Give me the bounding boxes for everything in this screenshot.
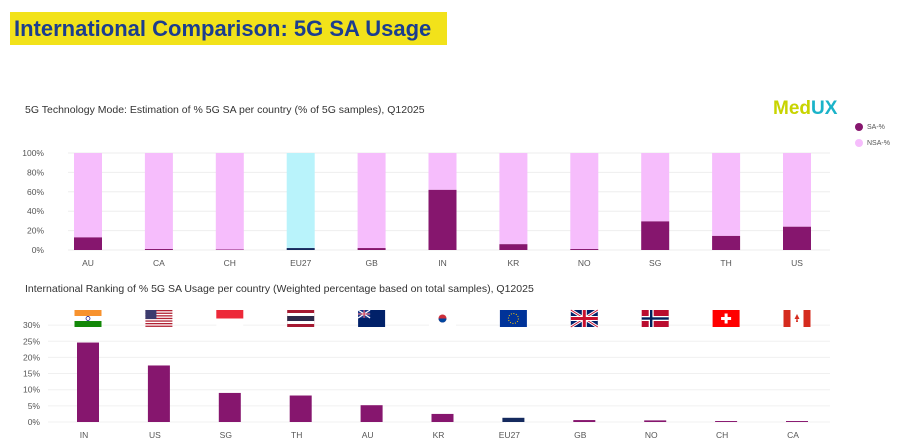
y-tick-label: 0% bbox=[28, 417, 41, 427]
x-tick-label: NO bbox=[578, 258, 591, 268]
y-tick-label: 40% bbox=[27, 206, 44, 216]
x-tick-label: KR bbox=[433, 430, 445, 440]
bar-CH bbox=[715, 421, 738, 422]
bar-sa-US bbox=[783, 226, 811, 250]
legend-swatch bbox=[855, 123, 863, 131]
y-tick-label: 60% bbox=[27, 187, 44, 197]
legend-swatch bbox=[855, 139, 863, 147]
australia-flag bbox=[357, 309, 386, 327]
page-title: International Comparison: 5G SA Usage bbox=[14, 16, 432, 41]
bar-nsa-GB bbox=[357, 153, 386, 249]
x-tick-label: SG bbox=[220, 430, 232, 440]
x-tick-label: CA bbox=[787, 430, 799, 440]
title-banner: International Comparison: 5G SA Usage bbox=[10, 12, 447, 45]
legend-label: SA-% bbox=[867, 123, 885, 131]
bar-sa-NO bbox=[570, 249, 599, 250]
x-tick-label: EU27 bbox=[290, 258, 312, 268]
bar-GB bbox=[573, 420, 596, 422]
y-tick-label: 80% bbox=[27, 167, 44, 177]
canada-flag bbox=[783, 310, 811, 327]
usa-flag bbox=[145, 310, 173, 327]
legend-sa: SA-% bbox=[855, 123, 885, 131]
x-tick-label: IN bbox=[80, 430, 89, 440]
bar-EU27 bbox=[502, 417, 525, 422]
bar-nsa-IN bbox=[428, 153, 457, 190]
x-tick-label: TH bbox=[291, 430, 302, 440]
eu-flag bbox=[499, 310, 527, 327]
bar-nsa-US bbox=[783, 153, 811, 227]
y-tick-label: 0% bbox=[32, 245, 45, 255]
bar-NO bbox=[644, 420, 667, 422]
chart1-title: 5G Technology Mode: Estimation of % 5G S… bbox=[25, 104, 425, 116]
x-tick-label: CH bbox=[224, 258, 236, 268]
bar-sa-EU27 bbox=[286, 248, 315, 250]
x-tick-label: US bbox=[149, 430, 161, 440]
bar-nsa-EU27 bbox=[286, 153, 315, 249]
x-tick-label: TH bbox=[720, 258, 731, 268]
switzerland-flag bbox=[712, 310, 740, 327]
uk-flag bbox=[570, 308, 599, 329]
y-tick-label: 100% bbox=[22, 148, 44, 158]
bar-SG bbox=[218, 392, 241, 422]
x-tick-label: KR bbox=[507, 258, 519, 268]
bar-nsa-NO bbox=[570, 153, 599, 250]
bar-sa-GB bbox=[357, 248, 386, 250]
x-tick-label: GB bbox=[574, 430, 587, 440]
bar-sa-CA bbox=[144, 249, 173, 250]
y-tick-label: 10% bbox=[23, 385, 40, 395]
thailand-flag bbox=[287, 310, 315, 327]
bar-nsa-SG bbox=[641, 153, 670, 222]
x-tick-label: EU27 bbox=[499, 430, 521, 440]
norway-flag bbox=[641, 310, 669, 327]
medux-logo: MedUX bbox=[773, 98, 838, 119]
x-tick-label: IN bbox=[438, 258, 447, 268]
x-tick-label: NO bbox=[645, 430, 658, 440]
bar-nsa-AU bbox=[74, 153, 102, 238]
y-tick-label: 30% bbox=[23, 320, 40, 330]
bar-sa-IN bbox=[428, 189, 457, 250]
y-tick-label: 25% bbox=[23, 336, 40, 346]
x-tick-label: CH bbox=[716, 430, 728, 440]
singapore-flag bbox=[216, 310, 244, 327]
bar-sa-AU bbox=[74, 237, 102, 250]
x-tick-label: US bbox=[791, 258, 803, 268]
y-tick-label: 20% bbox=[27, 226, 44, 236]
y-tick-label: 15% bbox=[23, 369, 40, 379]
bar-sa-SG bbox=[641, 221, 670, 250]
bar-AU bbox=[360, 405, 383, 422]
legend-label: NSA-% bbox=[867, 139, 890, 147]
india-flag bbox=[74, 310, 102, 327]
x-tick-label: AU bbox=[82, 258, 94, 268]
bar-nsa-CH bbox=[215, 153, 244, 250]
bar-CA bbox=[786, 421, 808, 422]
bar-TH bbox=[289, 395, 312, 422]
bar-nsa-KR bbox=[499, 153, 528, 245]
x-tick-label: CA bbox=[153, 258, 165, 268]
chart2-title: International Ranking of % 5G SA Usage p… bbox=[25, 283, 534, 295]
bar-IN bbox=[77, 342, 99, 422]
x-tick-label: AU bbox=[362, 430, 374, 440]
legend-nsa: NSA-% bbox=[855, 139, 890, 147]
x-tick-label: SG bbox=[649, 258, 661, 268]
bar-US bbox=[147, 365, 170, 422]
bar-nsa-TH bbox=[712, 153, 741, 236]
y-tick-label: 20% bbox=[23, 352, 40, 362]
bar-sa-TH bbox=[712, 235, 741, 250]
bar-KR bbox=[431, 413, 454, 422]
x-tick-label: GB bbox=[365, 258, 378, 268]
bar-sa-KR bbox=[499, 244, 528, 250]
y-tick-label: 5% bbox=[28, 401, 41, 411]
bar-nsa-CA bbox=[144, 153, 173, 250]
south-korea-flag bbox=[429, 310, 456, 327]
